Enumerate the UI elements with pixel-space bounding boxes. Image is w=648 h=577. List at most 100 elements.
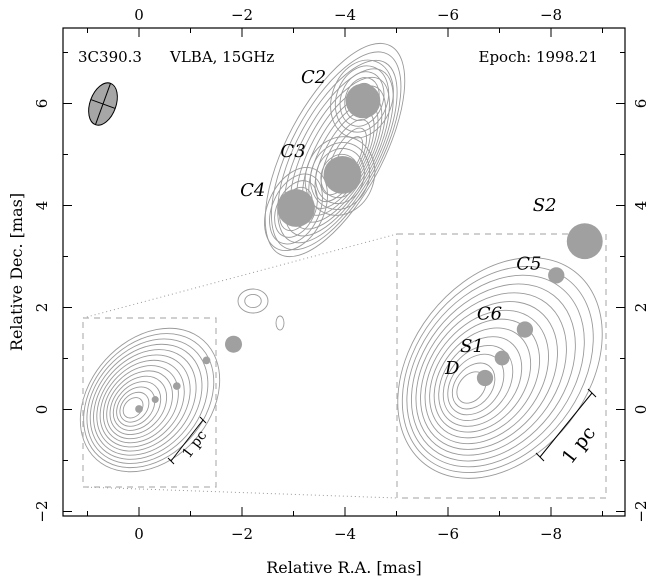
contour-layer (79, 42, 603, 479)
c2-contour (339, 71, 385, 127)
small-inset-contour (83, 333, 215, 469)
small-inset-contour (96, 354, 191, 452)
inset-label-s1: S1 (460, 336, 484, 357)
y-tick-label-right: 2 (632, 303, 648, 313)
c4-contour (269, 173, 323, 245)
small-inset-component-s2 (224, 335, 243, 353)
jet-contour (283, 68, 394, 237)
component-c4 (277, 189, 315, 227)
small-inset-contour (86, 338, 209, 464)
large-inset-component-c5 (548, 267, 565, 284)
large-inset-contour (451, 362, 496, 410)
large-inset-contour (397, 257, 603, 479)
y-tick-label-right: −2 (632, 500, 648, 522)
island-contour (275, 315, 285, 331)
large-inset-component-s1 (494, 350, 510, 366)
inset-connector-lines (82, 233, 398, 499)
inset-label-d: D (444, 358, 460, 379)
x-tick-label-bottom: −4 (334, 525, 356, 543)
small-inset-contour (102, 365, 179, 444)
c3-contour (315, 148, 365, 204)
large-inset-contour (438, 336, 523, 427)
inset-label-c5: C5 (516, 253, 541, 274)
small-inset-component-c5 (202, 356, 211, 365)
large-inset-frame (396, 233, 607, 499)
epoch-label: Epoch: 1998.21 (479, 48, 599, 66)
island-contour (244, 293, 262, 309)
large-inset-contour (415, 292, 567, 456)
x-tick-label-top: −8 (540, 6, 562, 24)
component-markers (135, 83, 603, 413)
jet-contour (277, 59, 398, 244)
beam-ellipse (88, 82, 118, 126)
small-inset-component-c6 (172, 382, 181, 390)
chart-title: 3C390.3 (78, 48, 142, 66)
y-tick-label-left: 0 (33, 405, 51, 415)
large-inset-contour (433, 327, 532, 433)
large-inset-component-s2 (566, 223, 603, 260)
component-label-c3: C3 (280, 141, 305, 162)
x-tick-label-top: −4 (334, 6, 356, 24)
small-inset-contour (99, 359, 185, 448)
x-tick-label-bottom: 0 (134, 525, 144, 543)
c3-contour (310, 142, 370, 210)
y-tick-label-right: 0 (632, 405, 648, 415)
jet-contour (264, 42, 406, 258)
x-tick-label-bottom: −6 (437, 525, 459, 543)
c4-contour (264, 166, 328, 252)
c2-contour (334, 65, 390, 133)
plot-frame (62, 27, 626, 517)
instrument-label: VLBA, 15GHz (169, 48, 274, 66)
small-inset-contour (112, 381, 162, 431)
small-inset-contour (116, 386, 156, 427)
connector-line (82, 233, 398, 319)
small-scale-bar-label: 1 pc (179, 428, 210, 462)
large-scale-bar: 1 pc (535, 388, 600, 468)
component-label-c2: C2 (301, 67, 326, 88)
component-c3 (323, 156, 362, 194)
large-inset-contour (424, 309, 549, 445)
small-inset-frame (82, 317, 217, 488)
small-inset-contour (89, 343, 203, 460)
small-inset-contour (106, 370, 173, 440)
large-inset-component-d (476, 369, 494, 387)
inset-label-s2: S2 (533, 195, 557, 216)
x-axis-label: Relative R.A. [mas] (266, 558, 422, 577)
large-inset-component-c6 (516, 321, 534, 338)
small-inset-contour (122, 397, 144, 419)
y-tick-label-right: 4 (632, 201, 648, 211)
c3-contour (304, 136, 376, 216)
connector-line (82, 486, 398, 499)
y-axis-label: Relative Dec. [mas] (7, 193, 26, 351)
small-inset-contour (119, 391, 150, 423)
y-tick-label-left: −2 (33, 500, 51, 522)
large-inset-contour (420, 301, 558, 450)
jet-contour (320, 119, 371, 196)
x-tick-label-bottom: −2 (231, 525, 253, 543)
large-inset-contour (442, 345, 514, 421)
small-inset-contour (79, 327, 221, 473)
small-inset-component-d (135, 405, 143, 413)
small-inset-component-s1 (151, 396, 159, 404)
component-c2 (345, 83, 381, 119)
x-tick-label-top: 0 (134, 6, 144, 24)
jet-contour (271, 51, 402, 251)
component-label-c4: C4 (240, 180, 265, 201)
x-tick-label-top: −2 (231, 6, 253, 24)
inset-label-c6: C6 (477, 304, 502, 325)
small-inset-contour (109, 375, 168, 435)
small-inset-contour (93, 349, 197, 456)
large-inset-contour (410, 283, 576, 462)
large-inset-contour (406, 274, 585, 468)
y-tick-label-left: 2 (33, 303, 51, 313)
large-inset-contour (401, 265, 594, 474)
y-tick-label-left: 6 (33, 99, 51, 109)
axis-ticks: 0 0 −2 −2 −4 −4 −6 −6 −8 −8 −2 −2 0 0 2 2 4 4 6 6 (33, 6, 648, 543)
component-labels: C2 C3 C4 DS1 C6 C5 S2 (240, 67, 556, 379)
y-tick-label-left: 4 (33, 201, 51, 211)
y-tick-label-right: 6 (632, 99, 648, 109)
x-tick-label-bottom: −8 (540, 525, 562, 543)
island-contour (237, 288, 269, 314)
x-tick-label-top: −6 (437, 6, 459, 24)
